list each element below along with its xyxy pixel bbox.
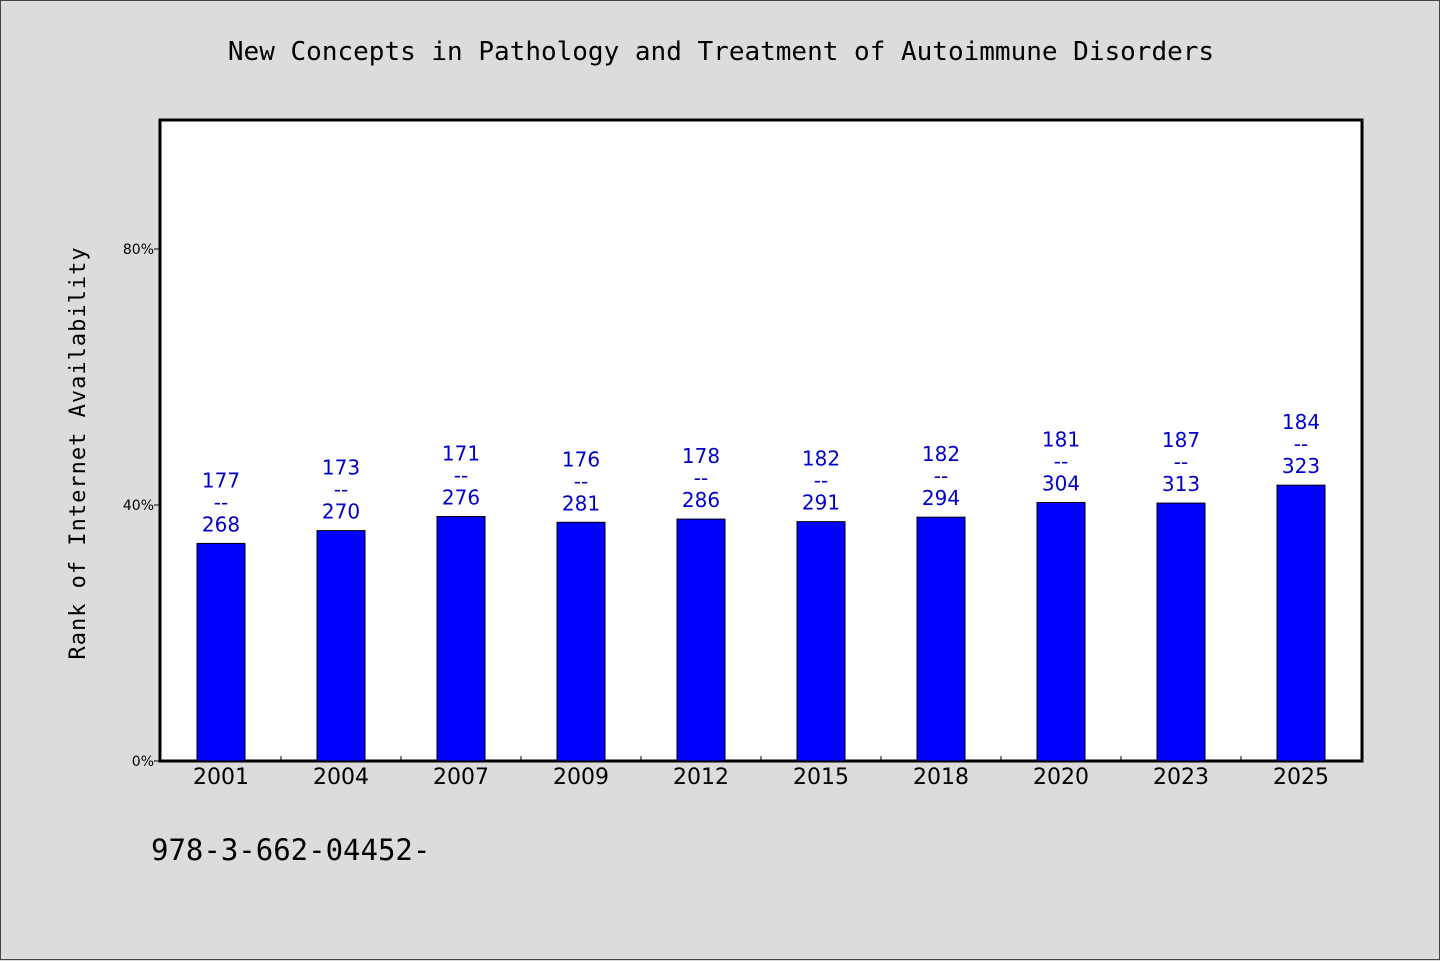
data-label-2001: 177 <box>202 468 240 492</box>
data-label-2009: -- <box>574 469 588 493</box>
data-label-2012: 178 <box>682 444 720 468</box>
data-label-2020: 181 <box>1042 427 1080 451</box>
y-tick-label: 80% <box>123 242 154 258</box>
data-label-2009: 176 <box>562 447 600 471</box>
data-label-2018: 294 <box>922 486 960 510</box>
data-label-2007: 276 <box>442 486 480 510</box>
data-label-2025: 184 <box>1282 410 1320 434</box>
bar-2018 <box>916 516 966 762</box>
bar-2001 <box>196 542 246 762</box>
x-tick-label: 2009 <box>553 765 609 790</box>
x-tick-label: 2012 <box>673 765 729 790</box>
data-label-2007: -- <box>454 464 468 488</box>
data-label-2004: -- <box>334 478 348 502</box>
data-label-2018: -- <box>934 464 948 488</box>
footer-code: 978-3-662-04452- <box>151 833 431 867</box>
chart-title: New Concepts in Pathology and Treatment … <box>227 37 1215 67</box>
data-label-2001: -- <box>214 490 228 514</box>
bar-2004 <box>316 530 366 762</box>
x-tick-label: 2025 <box>1273 765 1329 790</box>
data-label-2015: -- <box>814 469 828 493</box>
data-label-2004: 270 <box>322 500 360 524</box>
bar-2023 <box>1156 502 1206 762</box>
data-label-2012: 286 <box>682 488 720 512</box>
data-label-2012: -- <box>694 466 708 490</box>
bar-2007 <box>436 516 486 762</box>
x-tick-label: 2001 <box>193 765 249 790</box>
x-tick-label: 2004 <box>313 765 369 790</box>
data-label-2015: 291 <box>802 491 840 515</box>
y-tick-label: 40% <box>123 498 154 514</box>
data-label-2025: 323 <box>1282 454 1320 478</box>
y-tick-label: 0% <box>132 754 154 770</box>
bar-2012 <box>676 518 726 762</box>
data-label-2023: 187 <box>1162 428 1200 452</box>
data-label-2015: 182 <box>802 447 840 471</box>
x-tick-label: 2023 <box>1153 765 1209 790</box>
data-label-2020: 304 <box>1042 471 1080 495</box>
data-label-2023: -- <box>1174 450 1188 474</box>
bar-2009 <box>556 521 606 762</box>
data-label-2023: 313 <box>1162 472 1200 496</box>
y-axis-label: Rank of Internet Availability <box>66 246 91 659</box>
data-label-2020: -- <box>1054 449 1068 473</box>
data-label-2001: 268 <box>202 512 240 536</box>
bar-2015 <box>796 521 846 762</box>
x-tick-label: 2015 <box>793 765 849 790</box>
x-tick-label: 2020 <box>1033 765 1089 790</box>
bar-2025 <box>1276 484 1326 762</box>
data-label-2009: 281 <box>562 491 600 515</box>
x-tick-label: 2018 <box>913 765 969 790</box>
bar-2020 <box>1036 501 1086 762</box>
data-label-2004: 173 <box>322 456 360 480</box>
data-label-2007: 171 <box>442 442 480 466</box>
x-tick-label: 2007 <box>433 765 489 790</box>
data-label-2018: 182 <box>922 442 960 466</box>
data-label-2025: -- <box>1294 432 1308 456</box>
